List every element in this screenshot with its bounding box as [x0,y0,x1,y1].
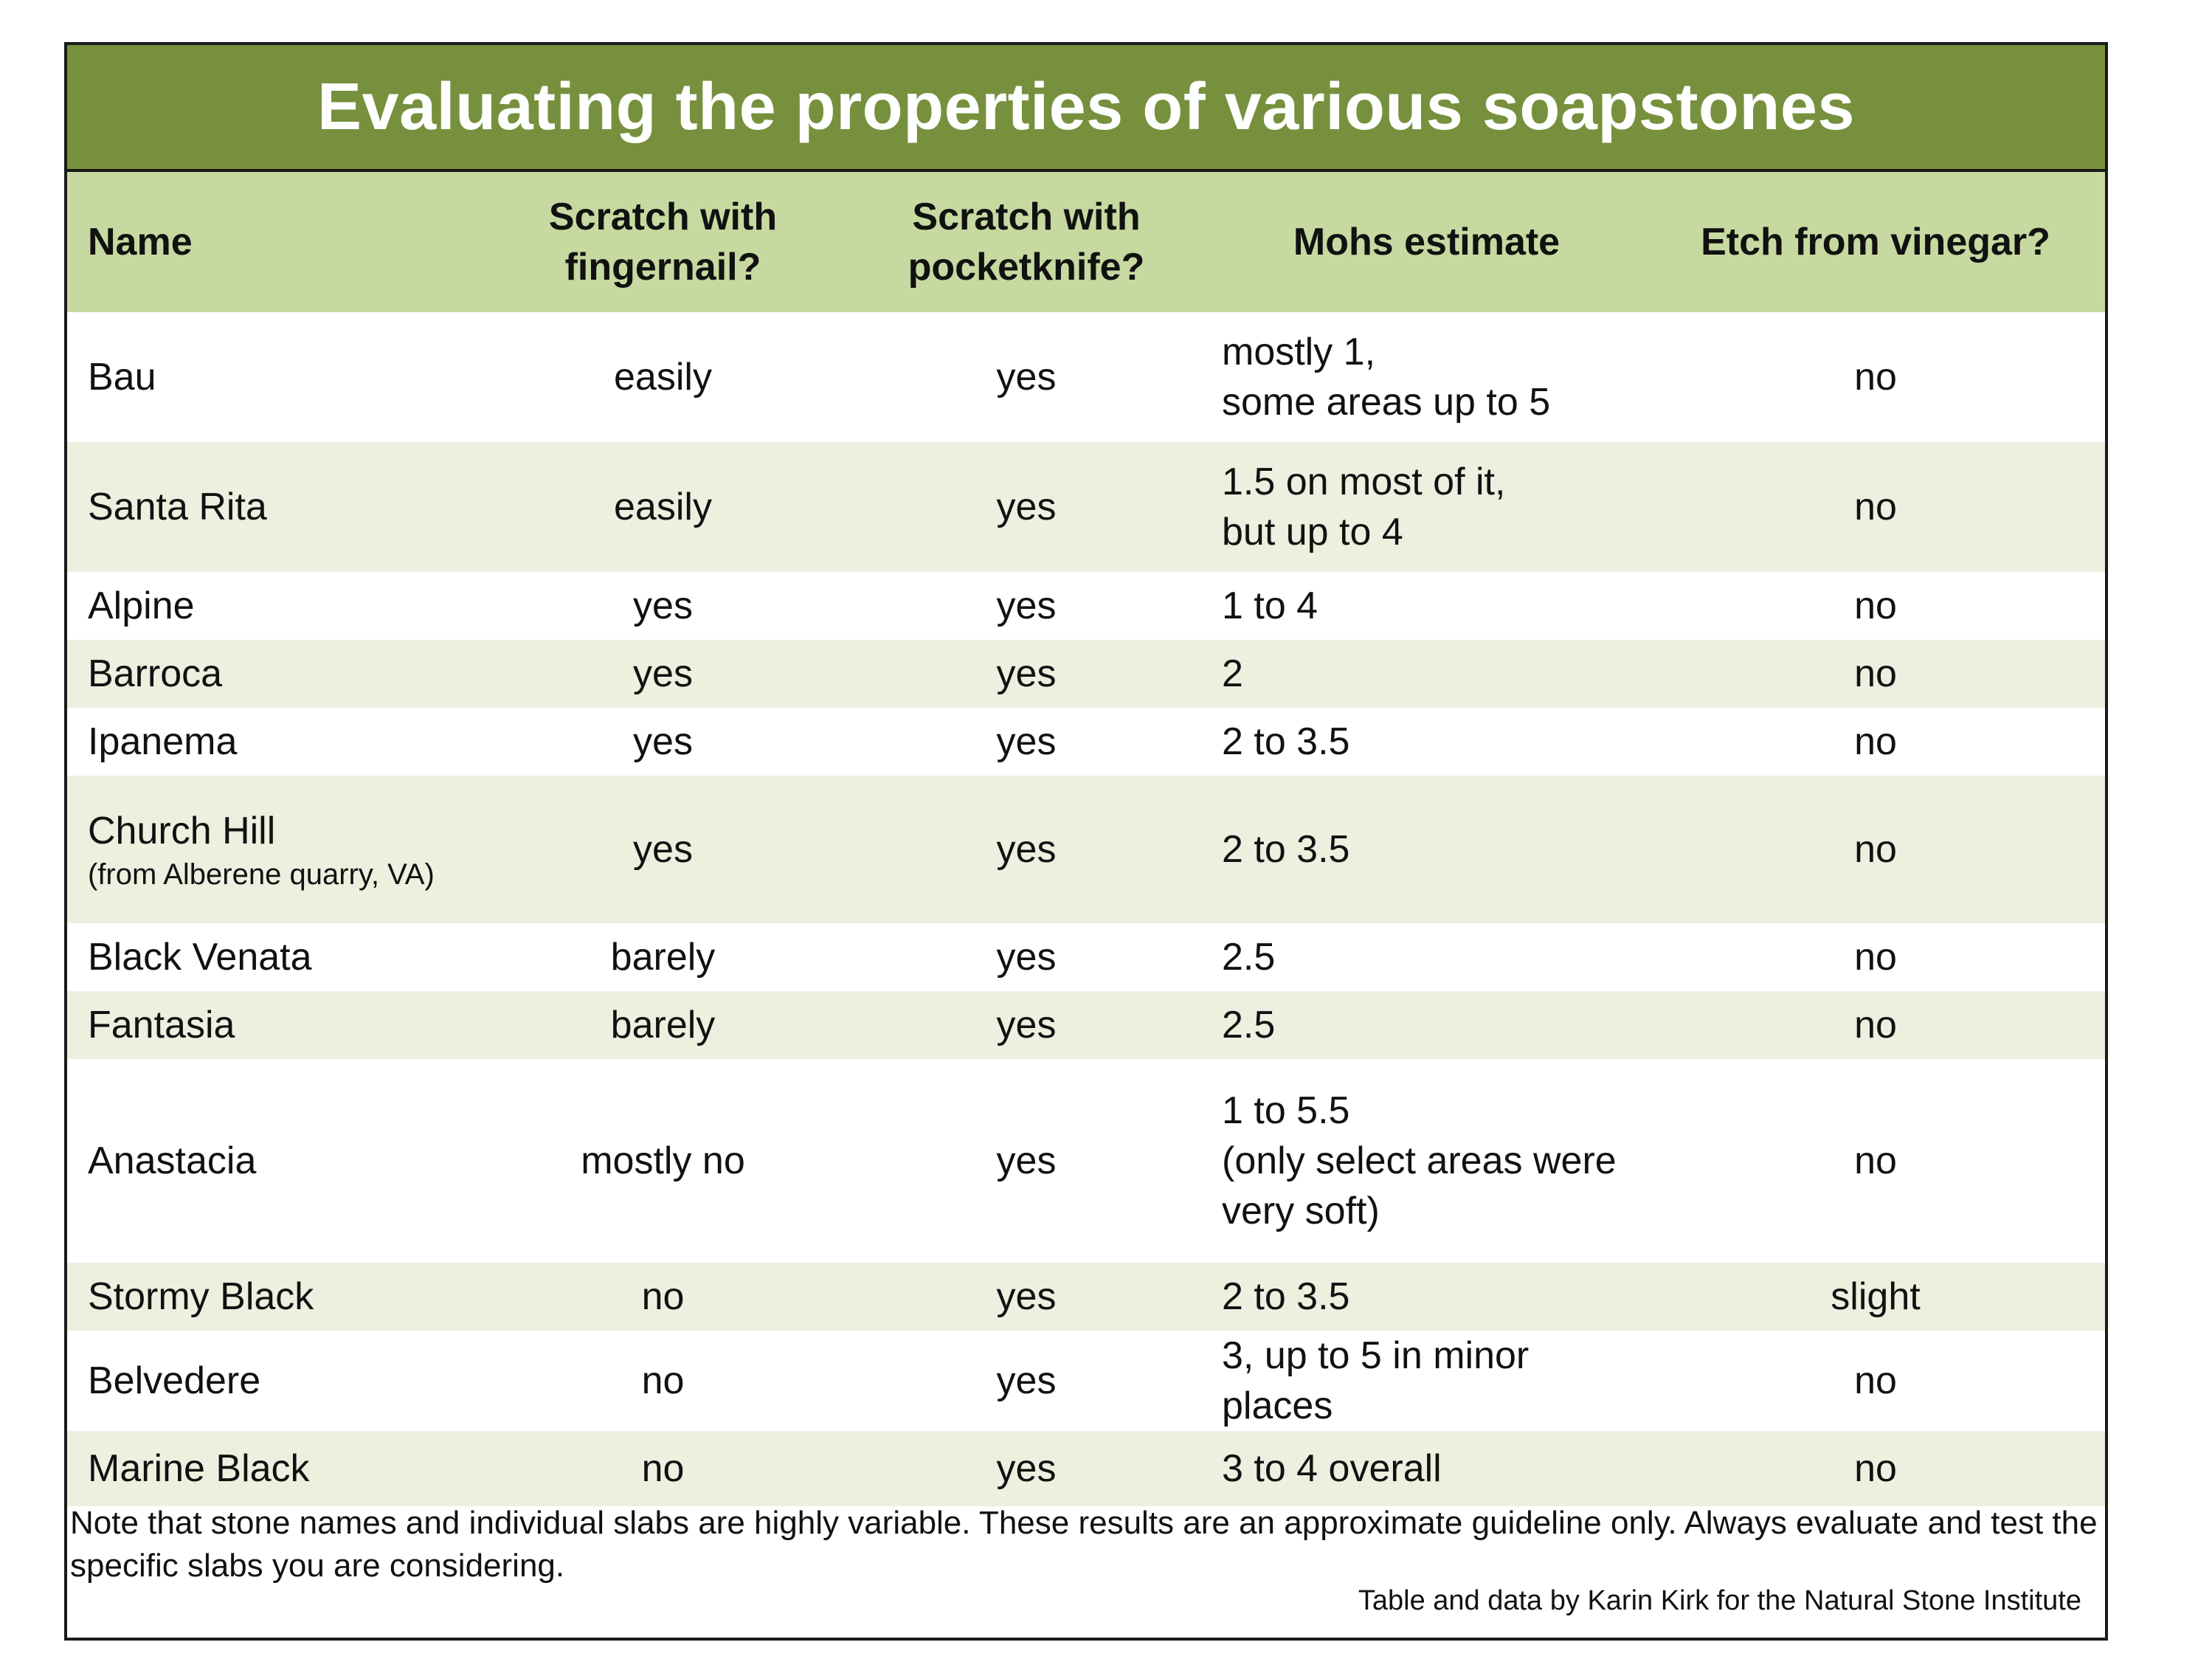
table-row: Fantasia barely yes 2.5 no [67,991,2105,1059]
table-row: Stormy Black no yes 2 to 3.5 slight [67,1263,2105,1331]
table-row: Ipanema yes yes 2 to 3.5 no [67,708,2105,776]
cell-pocketknife: yes [996,356,1057,399]
cell-pocketknife: yes [996,936,1057,979]
cell-vinegar: no [1854,1359,1897,1402]
cell-name: Belvedere [67,1331,480,1431]
cell-fingernail: easily [614,356,712,399]
cell-pocketknife: yes [996,1447,1057,1490]
cell-fingernail: barely [610,1004,716,1046]
table-row: Church Hill (from Alberene quarry, VA) yes… [67,776,2105,923]
stone-name-subtitle: (from Alberene quarry, VA) [88,858,435,891]
column-header-fingernail: Scratch with fingernail? [548,196,778,289]
table-row: Anastacia mostly no yes 1 to 5.5 (only sele… [67,1059,2105,1263]
stone-name: Black Venata [88,936,312,979]
cell-mohs: 3, up to 5 in minor places [1222,1334,1530,1427]
cell-fingernail: no [641,1359,685,1402]
table-frame: Evaluating the properties of various soa… [64,42,2108,1641]
cell-vinegar: no [1854,1139,1897,1182]
table-row: Marine Black no yes 3 to 4 overall no [67,1431,2105,1506]
stone-name: Bau [88,356,156,399]
credit-line: Table and data by Karin Kirk for the Nat… [1358,1585,2081,1616]
stone-name: Fantasia [88,1004,235,1046]
table-row: Barroca yes yes 2 no [67,640,2105,708]
cell-fingernail: yes [633,828,693,871]
table-row: Bau easily yes mostly 1, some areas up to 5… [67,312,2105,442]
cell-vinegar: no [1854,1447,1897,1490]
cell-name: Stormy Black [67,1263,480,1331]
cell-fingernail: no [641,1275,685,1318]
cell-name: Anastacia [67,1059,480,1263]
stone-name: Stormy Black [88,1275,314,1318]
stone-name: Marine Black [88,1447,310,1490]
stone-name: Anastacia [88,1139,257,1182]
stone-name: Barroca [88,652,223,695]
stone-name: Alpine [88,584,195,627]
disclaimer-note: Note that stone names and individual sla… [70,1505,2098,1584]
table-row: Belvedere no yes 3, up to 5 in minor places… [67,1331,2105,1431]
stone-name: Church Hill [88,810,276,852]
cell-vinegar: no [1854,652,1897,695]
cell-pocketknife: yes [996,486,1057,528]
cell-mohs: mostly 1, some areas up to 5 [1222,331,1551,424]
cell-fingernail: barely [610,936,716,979]
cell-vinegar: no [1854,584,1897,627]
cell-mohs: 3 to 4 overall [1222,1447,1442,1490]
cell-pocketknife: yes [996,1004,1057,1046]
column-header-mohs: Mohs estimate [1293,221,1561,263]
cell-fingernail: yes [633,652,693,695]
cell-mohs: 2 to 3.5 [1222,1275,1350,1318]
cell-mohs: 2.5 [1222,1004,1276,1046]
column-header-pocketknife: Scratch with pocketknife? [908,196,1145,289]
cell-pocketknife: yes [996,584,1057,627]
page-title: Evaluating the properties of various soa… [317,69,1855,144]
cell-vinegar: no [1854,356,1897,399]
stone-name: Belvedere [88,1359,261,1402]
cell-name: Marine Black [67,1431,480,1506]
cell-pocketknife: yes [996,720,1057,763]
cell-pocketknife: yes [996,1139,1057,1182]
cell-vinegar: no [1854,720,1897,763]
cell-name: Barroca [67,640,480,708]
cell-pocketknife: yes [996,1275,1057,1318]
table-row: Black Venata barely yes 2.5 no [67,923,2105,991]
cell-vinegar: no [1854,486,1897,528]
header-row: Name Scratch with fingernail? Scratch wi… [67,172,2105,312]
cell-name: Church Hill (from Alberene quarry, VA) [67,776,480,923]
table-row: Alpine yes yes 1 to 4 no [67,572,2105,640]
cell-name: Fantasia [67,991,480,1059]
cell-pocketknife: yes [996,828,1057,871]
cell-mohs: 2.5 [1222,936,1276,979]
cell-mohs: 1 to 5.5 (only select areas were very so… [1222,1089,1617,1232]
table-body: Bau easily yes mostly 1, some areas up to 5… [67,312,2105,1506]
table-row: Santa Rita easily yes 1.5 on most of it, bu… [67,442,2105,572]
cell-vinegar: no [1854,828,1897,871]
cell-fingernail: yes [633,584,693,627]
cell-name: Bau [67,312,480,442]
soapstone-table: Name Scratch with fingernail? Scratch wi… [67,172,2105,1506]
cell-vinegar: no [1854,1004,1897,1046]
cell-fingernail: easily [614,486,712,528]
cell-vinegar: no [1854,936,1897,979]
column-header-name: Name [88,221,193,263]
column-header-vinegar: Etch from vinegar? [1701,221,2050,263]
cell-mohs: 2 to 3.5 [1222,720,1350,763]
cell-pocketknife: yes [996,1359,1057,1402]
cell-mohs: 2 [1222,652,1243,695]
cell-name: Ipanema [67,708,480,776]
cell-fingernail: no [641,1447,685,1490]
cell-name: Santa Rita [67,442,480,572]
stone-name: Santa Rita [88,486,267,528]
stone-name: Ipanema [88,720,238,763]
cell-pocketknife: yes [996,652,1057,695]
cell-mohs: 2 to 3.5 [1222,828,1350,871]
title-bar: Evaluating the properties of various soa… [67,45,2105,172]
cell-name: Black Venata [67,923,480,991]
cell-mohs: 1.5 on most of it, but up to 4 [1222,461,1506,553]
cell-mohs: 1 to 4 [1222,584,1318,627]
cell-vinegar: slight [1831,1275,1921,1318]
cell-name: Alpine [67,572,480,640]
cell-fingernail: mostly no [581,1139,745,1182]
cell-fingernail: yes [633,720,693,763]
